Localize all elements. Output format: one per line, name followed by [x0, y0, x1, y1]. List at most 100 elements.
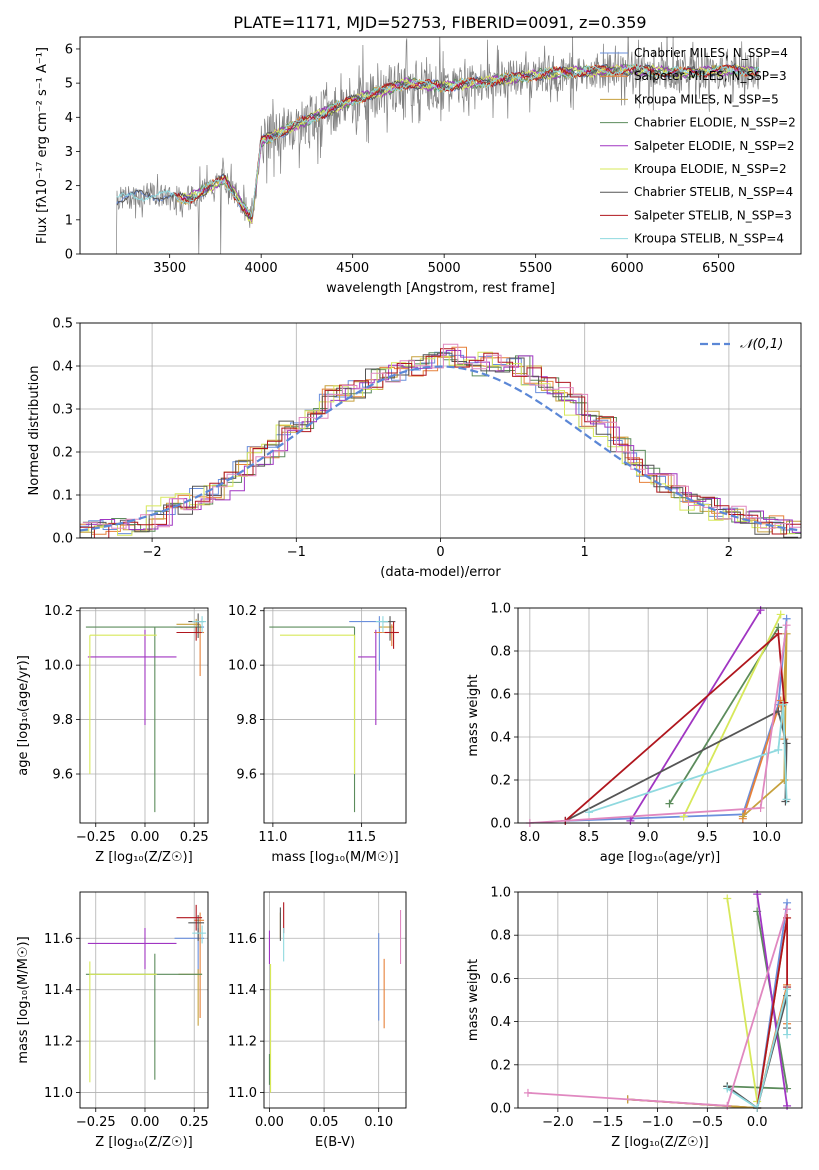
- x-axis-label: mass [log₁₀(M/M☉)]: [271, 850, 398, 865]
- errorbar-point: [192, 925, 207, 944]
- y-tick-label: 0.1: [52, 489, 73, 504]
- errorbar-point: [279, 634, 356, 775]
- weight-marker: [776, 610, 785, 619]
- legend-entry: Kroupa STELIB, N_SSP=4: [634, 232, 784, 246]
- x-tick-label: −1.0: [642, 1115, 674, 1130]
- y-tick-label: 10.2: [44, 604, 73, 619]
- mass_vs_ebv-axes: 0.00 0.05 0.10 11.0 11.2 11.4 11.6 E(B-V): [228, 892, 406, 1150]
- weight-marker: [780, 776, 789, 784]
- x-tick-label: 0.00: [131, 1115, 160, 1130]
- x-tick-label: 6000: [611, 261, 644, 276]
- histogram-6: [80, 352, 799, 538]
- x-tick-label: 0.25: [180, 830, 209, 845]
- x-axis-label: Z [log₁₀(Z/Z☉)]: [95, 1135, 192, 1150]
- weight-marker: [523, 1088, 532, 1097]
- weight-marker: [783, 985, 792, 994]
- errorbar-point: [176, 627, 203, 641]
- y-tick-label: 3: [65, 145, 73, 160]
- errorbar-point: [87, 629, 177, 726]
- y-tick-label: 11.0: [228, 1086, 257, 1101]
- weight-line: [529, 625, 788, 823]
- weight_vs_z-axes: −2.0 −1.5 −1.0 −0.5 0.0 0.0 0.2 0.4 0.6 0.8 1.0 Z […: [466, 886, 802, 1150]
- x-tick-label: −2.0: [542, 1115, 574, 1130]
- y-tick-label: 10.2: [228, 604, 257, 619]
- weight-marker: [783, 1030, 792, 1039]
- x-tick-label: 6500: [702, 261, 735, 276]
- y-tick-label: 11.4: [228, 983, 257, 998]
- y-tick-label: 0: [65, 248, 73, 263]
- x-tick-label: −0.25: [76, 830, 116, 845]
- x-tick-label: 4500: [336, 261, 369, 276]
- weight_vs_age-axes: 8.0 8.5 9.0 9.5 10.0 0.0 0.2 0.4 0.6 0.8 1.0 age [l…: [466, 602, 802, 865]
- y-tick-label: 2: [65, 179, 73, 194]
- errorbar-point: [384, 621, 399, 649]
- legend-entry: Chabrier STELIB, N_SSP=4: [634, 185, 793, 199]
- weight-line: [629, 609, 762, 822]
- weight-line: [756, 894, 788, 1106]
- plot-frame: [79, 891, 209, 1109]
- weight-marker: [723, 894, 732, 903]
- y-tick-label: 0.0: [52, 532, 73, 547]
- y-tick-label: 0.2: [490, 1058, 511, 1073]
- y-tick-label: 4: [65, 111, 73, 126]
- errorbar-point: [89, 634, 157, 775]
- plot-frame: [79, 322, 802, 539]
- x-tick-label: 8.0: [519, 830, 540, 845]
- weight-marker: [756, 803, 765, 812]
- weight-marker: [756, 606, 765, 615]
- y-tick-label: 11.2: [228, 1035, 257, 1050]
- y-tick-label: 9.6: [52, 768, 73, 783]
- x-tick-label: 1: [581, 545, 589, 560]
- x-tick-label: −0.25: [76, 1115, 116, 1130]
- y-tick-label: 0.3: [52, 403, 73, 418]
- x-tick-label: 10.0: [752, 830, 781, 845]
- x-tick-label: 0.00: [255, 1115, 284, 1130]
- x-tick-label: 5000: [428, 261, 461, 276]
- x-tick-label: 11.0: [258, 830, 287, 845]
- weight-line: [726, 898, 759, 1102]
- x-tick-label: 2: [725, 545, 733, 560]
- model-line-6: [116, 62, 759, 220]
- weight-line: [726, 988, 788, 1108]
- x-tick-label: 4000: [245, 261, 278, 276]
- x-tick-label: 5500: [519, 261, 552, 276]
- plot-frame: [517, 891, 803, 1109]
- histogram-0: [80, 351, 796, 535]
- y-tick-label: 0.5: [52, 317, 73, 332]
- x-tick-label: 3500: [153, 261, 186, 276]
- y-tick-label: 0.2: [490, 774, 511, 789]
- errorbar-point: [358, 629, 377, 726]
- x-tick-label: −1.5: [592, 1115, 624, 1130]
- figure-title: PLATE=1171, MJD=52753, FIBERID=0091, z=0…: [233, 13, 646, 32]
- legend-entry: Kroupa MILES, N_SSP=5: [634, 92, 779, 106]
- legend-entry: 𝒩(0,1): [740, 337, 783, 352]
- y-tick-label: 11.6: [44, 932, 73, 947]
- plot-frame: [79, 607, 209, 824]
- y-tick-label: 10.0: [228, 659, 257, 674]
- y-tick-label: 0.4: [490, 731, 511, 746]
- x-tick-label: −0.5: [692, 1115, 724, 1130]
- plot-frame: [263, 607, 407, 824]
- y-axis-label: mass weight: [466, 959, 481, 1041]
- y-tick-label: 0.8: [490, 929, 511, 944]
- age_vs_z-axes: −0.25 0.00 0.25 9.6 9.8 10.0 10.2 Z [log₁₀(Z/Z☉…: [16, 604, 209, 865]
- legend-entry: Chabrier ELODIE, N_SSP=2: [634, 116, 796, 130]
- x-tick-label: 0.05: [310, 1115, 339, 1130]
- weight-marker: [782, 795, 791, 804]
- y-tick-label: 9.6: [236, 768, 257, 783]
- weight-marker: [782, 621, 791, 630]
- x-axis-label: age [log₁₀(age/yr)]: [600, 850, 721, 865]
- x-axis-label: wavelength [Angstrom, rest frame]: [326, 281, 555, 296]
- weight-marker: [585, 808, 593, 817]
- y-tick-label: 11.0: [44, 1086, 73, 1101]
- x-tick-label: 9.5: [697, 830, 718, 845]
- y-axis-label: mass weight: [466, 674, 481, 756]
- y-axis-label: age [log₁₀(age/yr)]: [16, 655, 31, 776]
- histogram-8: [82, 343, 801, 529]
- x-tick-label: 0.0: [747, 1115, 768, 1130]
- y-tick-label: 6: [65, 42, 73, 57]
- legend-entry: Chabrier MILES, N_SSP=4: [634, 46, 788, 60]
- x-axis-label: Z [log₁₀(Z/Z☉)]: [95, 850, 192, 865]
- errorbar-point: [375, 616, 389, 633]
- histogram-4: [85, 350, 801, 533]
